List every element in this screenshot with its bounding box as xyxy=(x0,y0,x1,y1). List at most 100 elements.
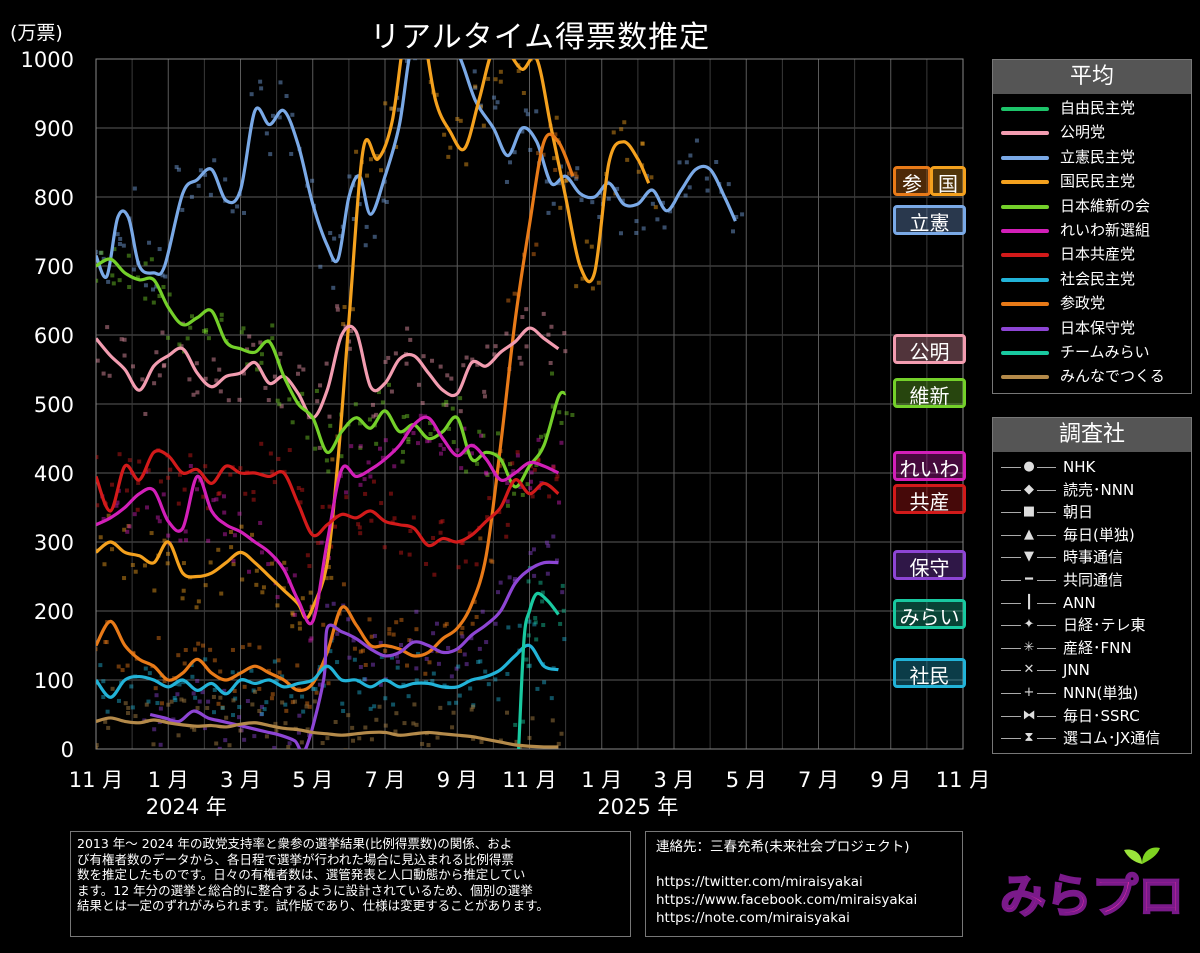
pollster-item: ✕ JNN xyxy=(993,659,1191,682)
poll-marker xyxy=(140,377,145,382)
poll-marker xyxy=(641,226,646,231)
poll-marker xyxy=(166,702,171,707)
poll-marker xyxy=(89,557,93,561)
party-tag: 国 xyxy=(930,166,966,196)
poll-marker xyxy=(353,402,358,407)
poll-marker xyxy=(527,619,532,624)
poll-marker xyxy=(532,573,537,578)
poll-marker xyxy=(516,68,521,73)
poll-marker xyxy=(424,561,429,566)
poll-marker xyxy=(731,229,736,234)
x-tick-label: 5 月 xyxy=(292,768,333,792)
poll-marker xyxy=(462,652,467,657)
poll-marker xyxy=(383,359,388,364)
poll-marker xyxy=(184,538,189,543)
poll-marker xyxy=(163,274,168,279)
poll-marker xyxy=(510,461,515,466)
chart-title: リアルタイム得票数推定 xyxy=(370,20,711,55)
poll-marker xyxy=(347,339,352,344)
poll-marker xyxy=(318,264,323,269)
poll-marker xyxy=(166,551,171,556)
poll-marker xyxy=(347,174,352,179)
pollster-marker-icon: + xyxy=(1021,684,1037,701)
poll-marker xyxy=(161,285,166,290)
poll-marker xyxy=(286,745,291,749)
poll-marker xyxy=(203,464,208,469)
poll-marker xyxy=(371,414,376,419)
poll-marker xyxy=(484,640,489,645)
poll-marker xyxy=(552,156,557,161)
poll-marker xyxy=(459,631,464,636)
poll-marker xyxy=(227,743,232,748)
poll-marker xyxy=(96,743,99,748)
poll-marker xyxy=(486,682,491,687)
pollster-label: 選コム･JX通信 xyxy=(1063,729,1161,748)
poll-marker xyxy=(404,361,409,366)
poll-marker xyxy=(127,524,132,529)
poll-marker xyxy=(105,709,110,714)
poll-marker xyxy=(518,485,523,490)
poll-marker xyxy=(403,430,408,435)
poll-marker xyxy=(203,726,208,731)
poll-marker xyxy=(414,627,419,632)
contact-link-twitter[interactable]: https://twitter.com/miraisyakai xyxy=(656,874,863,890)
poll-marker xyxy=(584,239,589,244)
pollster-marker-icon: ▼ xyxy=(1021,549,1037,566)
poll-marker xyxy=(405,663,410,668)
poll-marker xyxy=(455,448,460,453)
poll-marker xyxy=(488,558,493,563)
poll-marker xyxy=(241,371,246,376)
poll-marker xyxy=(247,569,252,574)
poll-marker xyxy=(424,656,429,661)
y-tick-label: 1000 xyxy=(21,48,74,72)
poll-marker xyxy=(254,582,259,587)
poll-marker xyxy=(530,494,535,499)
legend-label: 自由民主党 xyxy=(1060,99,1136,117)
poll-marker xyxy=(283,721,288,726)
poll-marker xyxy=(526,633,531,638)
poll-marker xyxy=(536,151,541,156)
poll-marker xyxy=(90,352,94,356)
poll-marker xyxy=(144,702,149,707)
poll-marker xyxy=(260,711,265,716)
series-line xyxy=(96,324,560,420)
legend-item: チームみらい xyxy=(993,340,1191,364)
poll-marker xyxy=(241,326,246,331)
poll-marker xyxy=(242,210,247,215)
pollster-item: ◆ 読売･NNN xyxy=(993,479,1191,502)
poll-marker xyxy=(135,507,140,512)
poll-marker xyxy=(550,371,555,376)
poll-marker xyxy=(154,284,159,289)
poll-marker xyxy=(204,328,209,333)
poll-marker xyxy=(350,307,355,312)
poll-marker xyxy=(230,209,235,214)
poll-marker xyxy=(472,69,477,74)
poll-marker xyxy=(327,761,331,765)
poll-marker xyxy=(347,346,352,351)
poll-marker xyxy=(560,583,565,588)
poll-marker xyxy=(430,678,435,683)
poll-marker xyxy=(157,373,162,378)
poll-marker xyxy=(399,550,404,555)
poll-marker xyxy=(96,249,98,254)
poll-marker xyxy=(524,657,529,662)
poll-marker xyxy=(377,446,382,451)
legend-label: れいわ新選組 xyxy=(1060,220,1151,239)
poll-marker xyxy=(525,482,530,487)
poll-marker xyxy=(245,362,250,367)
poll-marker xyxy=(201,329,206,334)
contact-link-facebook[interactable]: https://www.facebook.com/miraisyakai xyxy=(656,892,918,908)
poll-marker xyxy=(625,157,630,162)
poll-marker xyxy=(237,704,242,709)
poll-marker xyxy=(226,398,231,403)
poll-marker xyxy=(259,86,264,91)
poll-marker xyxy=(450,406,455,411)
poll-marker xyxy=(358,445,363,450)
poll-marker xyxy=(498,69,503,74)
contact-link-note[interactable]: https://note.com/miraisyakai xyxy=(656,910,850,926)
poll-marker xyxy=(219,591,224,596)
poll-marker xyxy=(392,464,397,469)
poll-marker xyxy=(258,520,263,525)
poll-marker xyxy=(460,541,465,546)
legend-item: 公明党 xyxy=(993,120,1191,144)
